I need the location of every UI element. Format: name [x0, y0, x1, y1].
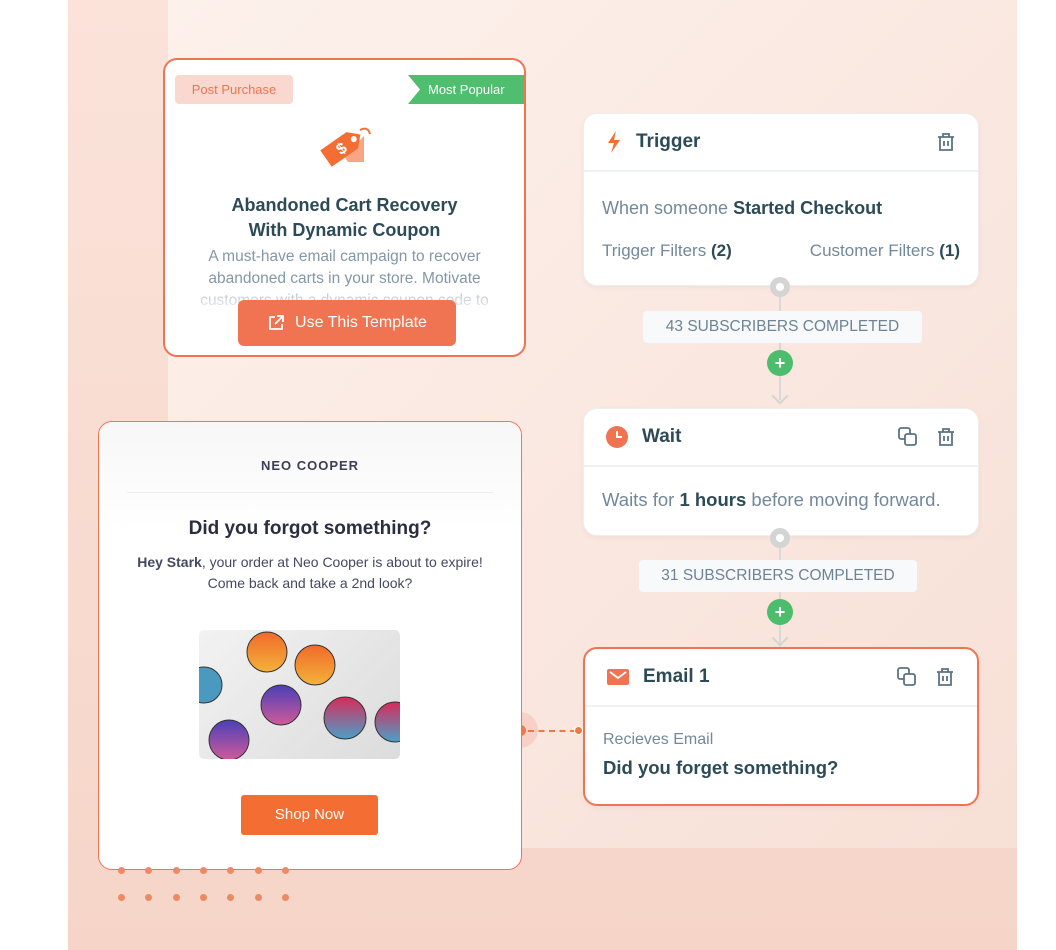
- decorative-dot: [227, 867, 235, 874]
- decorative-dot: [118, 894, 125, 901]
- price-tag-icon: $: [320, 127, 371, 167]
- most-popular-badge: Most Popular: [408, 75, 524, 104]
- shop-now-button[interactable]: Shop Now: [241, 795, 378, 835]
- email-title: Email 1: [643, 666, 710, 687]
- category-tag: Post Purchase: [175, 75, 293, 104]
- duplicate-icon[interactable]: [897, 667, 917, 687]
- wait-node[interactable]: Wait Waits for 1 hours before moving for…: [583, 408, 979, 536]
- connector-line: [779, 540, 781, 645]
- completed-count-badge: 43 SUBSCRIBERS COMPLETED: [643, 311, 922, 343]
- email-preview-card: NEO COOPER Did you forgot something? Hey…: [98, 421, 522, 870]
- dashed-connector: [528, 730, 576, 732]
- trigger-title: Trigger: [636, 131, 701, 152]
- template-title: Abandoned Cart Recovery With Dynamic Cou…: [231, 195, 458, 240]
- trash-icon[interactable]: [936, 132, 956, 152]
- template-card[interactable]: Post Purchase Most Popular $ Abandoned C…: [163, 58, 526, 357]
- add-step-button[interactable]: +: [767, 350, 793, 376]
- sunglasses-image: [199, 630, 400, 759]
- email-heading: Did you forgot something?: [188, 518, 432, 539]
- email-subject: Did you forget something?: [603, 757, 839, 778]
- decorative-dot: [281, 867, 289, 874]
- decorative-dot: [172, 867, 180, 874]
- wait-text-suffix: before moving forward.: [751, 489, 941, 510]
- use-template-button[interactable]: Use This Template: [238, 300, 456, 346]
- envelope-icon: [607, 669, 629, 685]
- trash-icon[interactable]: [935, 667, 955, 687]
- lightning-icon: [608, 131, 620, 153]
- connector-line: [779, 290, 781, 400]
- email-label: Recieves Email: [603, 731, 714, 748]
- wait-text: Waits for: [602, 489, 675, 510]
- customer-filters-link[interactable]: Customer Filters (1): [809, 241, 960, 260]
- use-template-label: Use This Template: [295, 314, 427, 331]
- duplicate-icon[interactable]: [898, 427, 918, 447]
- decorative-dot: [118, 867, 125, 874]
- decorative-dot: [254, 867, 262, 874]
- decorative-dot: [199, 894, 207, 901]
- decorative-dot: [254, 894, 262, 901]
- external-link-icon: [269, 315, 284, 330]
- decorative-dot: [172, 894, 180, 901]
- wait-duration: 1 hours: [679, 489, 747, 510]
- decorative-dot: [227, 894, 235, 901]
- connector-node: [770, 528, 790, 548]
- connection-endpoint: [574, 726, 583, 735]
- preview-header-bg: [99, 422, 521, 532]
- email-body: Hey Stark, your order at Neo Cooper is a…: [137, 554, 483, 591]
- trash-icon[interactable]: [936, 427, 956, 447]
- brand-name: NEO COOPER: [260, 458, 360, 473]
- trigger-text: When someone: [602, 198, 729, 218]
- decorative-dot: [199, 867, 207, 874]
- trigger-node[interactable]: Trigger When someone Started Checkout Tr…: [583, 113, 979, 286]
- divider: [127, 492, 493, 493]
- decorative-dot: [145, 894, 153, 901]
- add-step-button[interactable]: +: [767, 599, 793, 625]
- decorative-dot: [145, 867, 153, 874]
- trigger-filters-link[interactable]: Trigger Filters (2): [602, 241, 732, 260]
- connector-node: [770, 277, 790, 297]
- wait-title: Wait: [642, 426, 682, 447]
- clock-icon: [606, 426, 628, 448]
- completed-count-badge: 31 SUBSCRIBERS COMPLETED: [639, 560, 917, 592]
- decorative-dot: [281, 894, 289, 901]
- email-node[interactable]: Email 1 Recieves Email Did you forget so…: [583, 647, 979, 806]
- trigger-event: Started Checkout: [733, 198, 883, 218]
